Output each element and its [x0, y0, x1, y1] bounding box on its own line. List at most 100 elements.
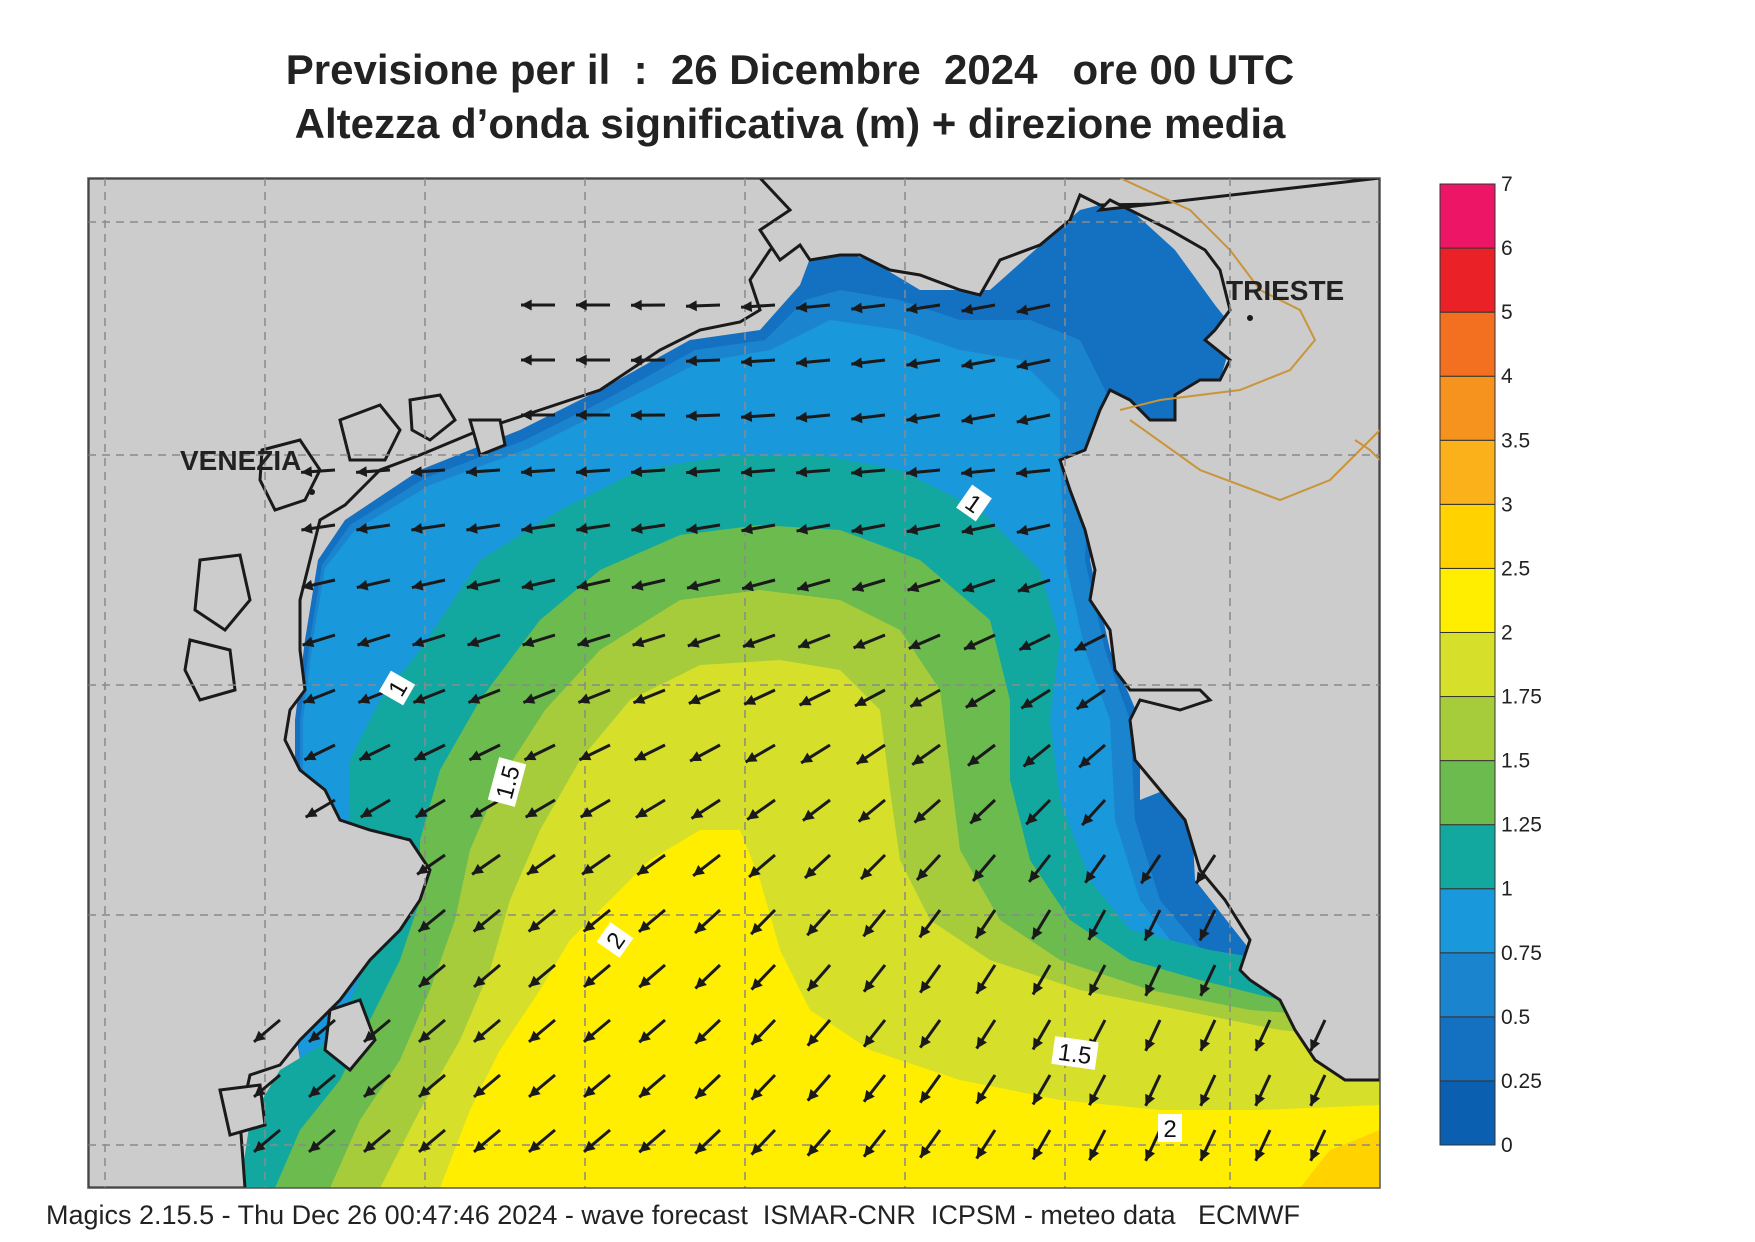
- direction-arrow-head: [413, 693, 426, 704]
- direction-arrow-head: [527, 863, 539, 875]
- direction-arrow-head: [415, 807, 428, 818]
- direction-arrow-head: [356, 523, 368, 534]
- direction-arrow-head: [470, 807, 483, 818]
- lat-lon-grid: [88, 178, 1380, 1188]
- direction-arrow-head: [741, 356, 753, 367]
- direction-arrow-head: [1145, 1038, 1156, 1051]
- direction-arrow-head: [578, 693, 591, 704]
- direction-arrow-head: [796, 301, 808, 313]
- direction-arrow-head: [1310, 1148, 1321, 1161]
- direction-arrow-head: [1200, 983, 1211, 996]
- direction-arrow-head: [1145, 983, 1156, 996]
- direction-arrow-head: [1076, 698, 1089, 709]
- direction-arrow-head: [583, 920, 596, 932]
- direction-arrow-head: [920, 1090, 931, 1103]
- direction-arrow-head: [521, 409, 532, 421]
- direction-arrow-head: [804, 866, 817, 879]
- direction-arrow-head: [418, 1030, 431, 1042]
- contour-label: 1.5: [1051, 1036, 1099, 1070]
- direction-arrow-head: [363, 1085, 376, 1097]
- direction-arrow-head: [741, 466, 753, 478]
- direction-arrow-head: [1082, 813, 1094, 826]
- legend-label: 0.25: [1501, 1070, 1542, 1093]
- direction-arrow-head: [631, 466, 643, 478]
- direction-arrow-head: [1033, 1147, 1044, 1160]
- legend-swatch: [1439, 1016, 1496, 1082]
- direction-arrow-head: [751, 1033, 763, 1045]
- direction-arrow-head: [796, 466, 808, 478]
- direction-arrow-head: [962, 582, 975, 593]
- direction-arrow-head: [747, 808, 760, 820]
- direction-arrow-head: [1032, 927, 1043, 940]
- direction-arrow-head: [638, 920, 651, 932]
- direction-arrow-head: [1199, 928, 1210, 941]
- direction-arrow-head: [1033, 1037, 1044, 1050]
- direction-arrow-head: [1085, 870, 1096, 883]
- direction-arrow-head: [1016, 304, 1029, 316]
- direction-arrow-head: [745, 751, 758, 763]
- direction-arrow-head: [686, 410, 697, 422]
- direction-arrow-head: [1310, 1093, 1321, 1106]
- city-label-trieste: TRIESTE: [1226, 275, 1344, 306]
- direction-arrow-head: [863, 1034, 875, 1047]
- direction-arrow-head: [1033, 982, 1044, 995]
- direction-arrow-head: [467, 636, 480, 648]
- direction-arrow-head: [796, 523, 809, 535]
- direction-arrow-head: [303, 693, 316, 704]
- legend-label: 7: [1501, 173, 1513, 196]
- direction-arrow-head: [635, 807, 648, 818]
- legend-label: 0.5: [1501, 1006, 1530, 1029]
- direction-arrow-head: [253, 1140, 266, 1152]
- direction-arrow-head: [1088, 927, 1099, 940]
- direction-arrow-head: [906, 466, 918, 478]
- country-borders: [1119, 178, 1380, 502]
- direction-arrow-head: [693, 864, 705, 876]
- direction-arrow-head: [1200, 1148, 1211, 1161]
- direction-arrow-head: [1023, 755, 1036, 767]
- direction-arrow-head: [914, 811, 927, 823]
- direction-arrow-head: [961, 303, 974, 315]
- direction-arrow-head: [631, 579, 644, 591]
- direction-arrow-head: [1255, 1038, 1266, 1051]
- direction-arrow-head: [576, 409, 587, 421]
- direction-arrow-head: [920, 1035, 931, 1048]
- direction-arrow-head: [308, 1140, 321, 1152]
- direction-arrow-head: [851, 524, 864, 535]
- direction-arrow-head: [807, 1144, 819, 1156]
- legend-label: 0.75: [1501, 942, 1542, 965]
- legend-label: 2.5: [1501, 557, 1530, 580]
- direction-arrow-head: [472, 863, 484, 875]
- direction-arrow-head: [741, 523, 753, 535]
- direction-arrow-head: [1310, 1038, 1321, 1051]
- map-area: 1 1 1.5 2 1.5 2 VENEZIA TRIESTE: [88, 178, 1380, 1188]
- direction-arrow-head: [521, 523, 533, 534]
- legend-swatch: [1439, 760, 1496, 826]
- direction-arrow-head: [807, 979, 819, 991]
- direction-arrow-head: [920, 980, 931, 993]
- city-marker-trieste: [1247, 315, 1253, 321]
- direction-arrow-head: [695, 1142, 707, 1154]
- direction-arrow-head: [308, 1085, 321, 1097]
- footer-credits: Magics 2.15.5 - Thu Dec 26 00:47:46 2024…: [46, 1200, 1300, 1230]
- legend-swatch: [1439, 183, 1496, 249]
- direction-arrow-head: [524, 750, 537, 761]
- direction-arrow-head: [468, 693, 481, 704]
- direction-arrow-head: [854, 696, 867, 706]
- direction-arrow-head: [305, 807, 318, 818]
- direction-arrow-head: [919, 925, 931, 938]
- direction-arrow-head: [528, 1085, 541, 1097]
- direction-arrow-head: [466, 579, 479, 591]
- direction-arrow-head: [799, 695, 812, 706]
- direction-arrow-head: [1074, 640, 1087, 651]
- direction-arrow-head: [741, 301, 753, 312]
- direction-arrow-head: [576, 354, 587, 366]
- veneto-coast-land: [88, 178, 802, 1188]
- direction-arrow-head: [686, 466, 698, 478]
- contour-label: 2: [1158, 1114, 1182, 1143]
- direction-arrow-head: [807, 1034, 819, 1046]
- direction-arrow-head: [910, 696, 923, 707]
- direction-arrow-head: [807, 1089, 819, 1101]
- direction-arrow-head: [582, 863, 594, 875]
- direction-arrow-head: [852, 581, 865, 592]
- legend-label: 2: [1501, 621, 1513, 644]
